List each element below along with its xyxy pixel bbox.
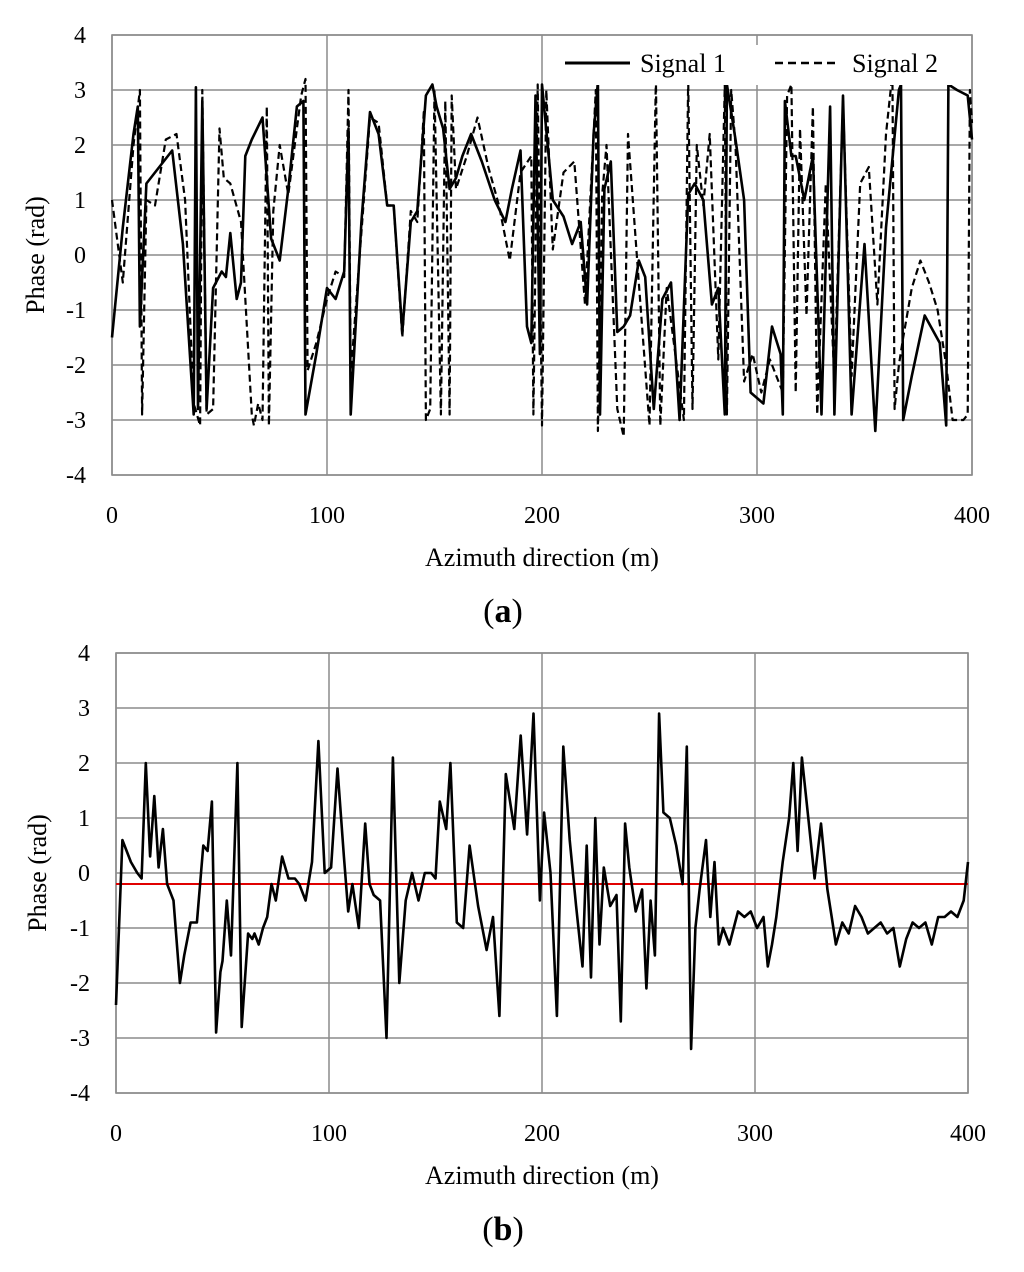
x-tick-label: 0 (106, 503, 118, 529)
series-line-a-1 (110, 80, 974, 433)
legend-a: Signal 1 Signal 2 (545, 45, 965, 85)
y-axis-label-a: Phase (rad) (21, 196, 50, 314)
y-axis-label-b: Phase (rad) (23, 814, 52, 932)
x-axis-label-b: Azimuth direction (m) (425, 1161, 659, 1190)
y-tick-label: -3 (66, 408, 86, 434)
y-tick-label: -1 (66, 298, 86, 324)
x-tick-label: 200 (524, 503, 560, 529)
legend-label-signal-1: Signal 1 (640, 49, 726, 78)
y-tick-label: 3 (74, 78, 86, 104)
y-tick-label: -4 (66, 463, 86, 489)
x-tick-label: 100 (311, 1121, 347, 1147)
y-tick-label: -2 (70, 971, 90, 997)
y-tick-label: 0 (74, 243, 86, 269)
y-tick-label: -3 (70, 1026, 90, 1052)
y-tick-label: -4 (70, 1081, 90, 1107)
y-tick-label: -1 (70, 916, 90, 942)
panel-a-chart: -4 -3 -2 -1 0 1 2 3 4 0 100 200 300 400 Signal 1 Sign… (21, 23, 990, 630)
series-line-b-1 (114, 712, 970, 1051)
x-tick-label: 300 (739, 503, 775, 529)
y-tick-label: 1 (78, 806, 90, 832)
series-line-a-2 (110, 72, 974, 438)
x-tick-label: 400 (954, 503, 990, 529)
y-tick-label: 4 (78, 641, 90, 667)
x-axis-label-a: Azimuth direction (m) (425, 543, 659, 572)
y-tick-label: 1 (74, 188, 86, 214)
panel-label-b: (b) (482, 1211, 524, 1248)
panel-letter-b: b (494, 1211, 513, 1248)
panel-label-a: (a) (483, 593, 523, 630)
y-tick-label: -2 (66, 353, 86, 379)
y-tick-label: 3 (78, 696, 90, 722)
y-tick-label: 4 (74, 23, 86, 49)
x-tick-label: 0 (110, 1121, 122, 1147)
panel-b-chart: -4 -3 -2 -1 0 1 2 3 4 0 100 200 300 400 Azimuth direc… (23, 641, 986, 1248)
y-tick-label: 2 (78, 751, 90, 777)
x-tick-label: 400 (950, 1121, 986, 1147)
panel-letter-a: a (495, 593, 512, 630)
y-tick-label: 2 (74, 133, 86, 159)
x-tick-label: 100 (309, 503, 345, 529)
legend-label-signal-2: Signal 2 (852, 49, 938, 78)
x-tick-label: 200 (524, 1121, 560, 1147)
x-tick-label: 300 (737, 1121, 773, 1147)
y-tick-label: 0 (78, 861, 90, 887)
